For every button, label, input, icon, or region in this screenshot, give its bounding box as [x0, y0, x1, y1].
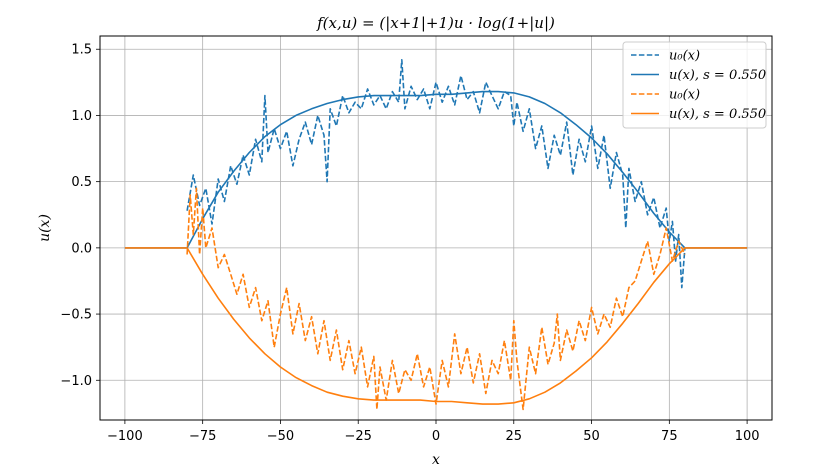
- x-tick-label: 75: [661, 429, 678, 444]
- series-line-3: [124, 247, 748, 405]
- y-tick-label: −1.0: [60, 374, 92, 389]
- legend-label: u(x), s = 0.550: [669, 107, 766, 122]
- y-tick-label: 1.0: [71, 109, 92, 124]
- chart-title: f(x,u) = (|x+1|+1)u · log(1+|u|): [316, 14, 555, 32]
- series-line-2: [186, 187, 686, 411]
- x-axis: −100 −75 −50 −25 0 25 50 75 100: [107, 420, 760, 444]
- y-tick-label: 0.5: [71, 175, 92, 190]
- x-tick-label: 25: [506, 429, 523, 444]
- legend-label: u₀(x): [669, 49, 700, 64]
- y-tick-label: −0.5: [60, 308, 92, 323]
- y-axis-label: u(x): [37, 214, 53, 242]
- series-line-1: [124, 90, 748, 249]
- x-tick-label: −100: [107, 429, 143, 444]
- x-tick-label: 0: [432, 429, 440, 444]
- y-tick-label: 1.5: [71, 43, 92, 58]
- legend: u₀(x) u(x), s = 0.550 u₀(x) u(x), s = 0.550: [622, 41, 767, 129]
- x-tick-label: 100: [735, 429, 760, 444]
- x-axis-label: x: [432, 452, 440, 468]
- x-tick-label: −75: [189, 429, 216, 444]
- x-tick-label: 50: [583, 429, 600, 444]
- legend-label: u(x), s = 0.550: [669, 68, 766, 83]
- x-tick-label: −25: [345, 429, 372, 444]
- series-line-0: [186, 59, 686, 289]
- y-tick-label: 0.0: [71, 241, 92, 256]
- legend-frame: [622, 41, 767, 129]
- legend-label: u₀(x): [669, 88, 700, 103]
- x-tick-label: −50: [267, 429, 294, 444]
- y-axis: −1.0 −0.5 0.0 0.5 1.0 1.5: [60, 43, 100, 389]
- series-layer: [124, 59, 748, 411]
